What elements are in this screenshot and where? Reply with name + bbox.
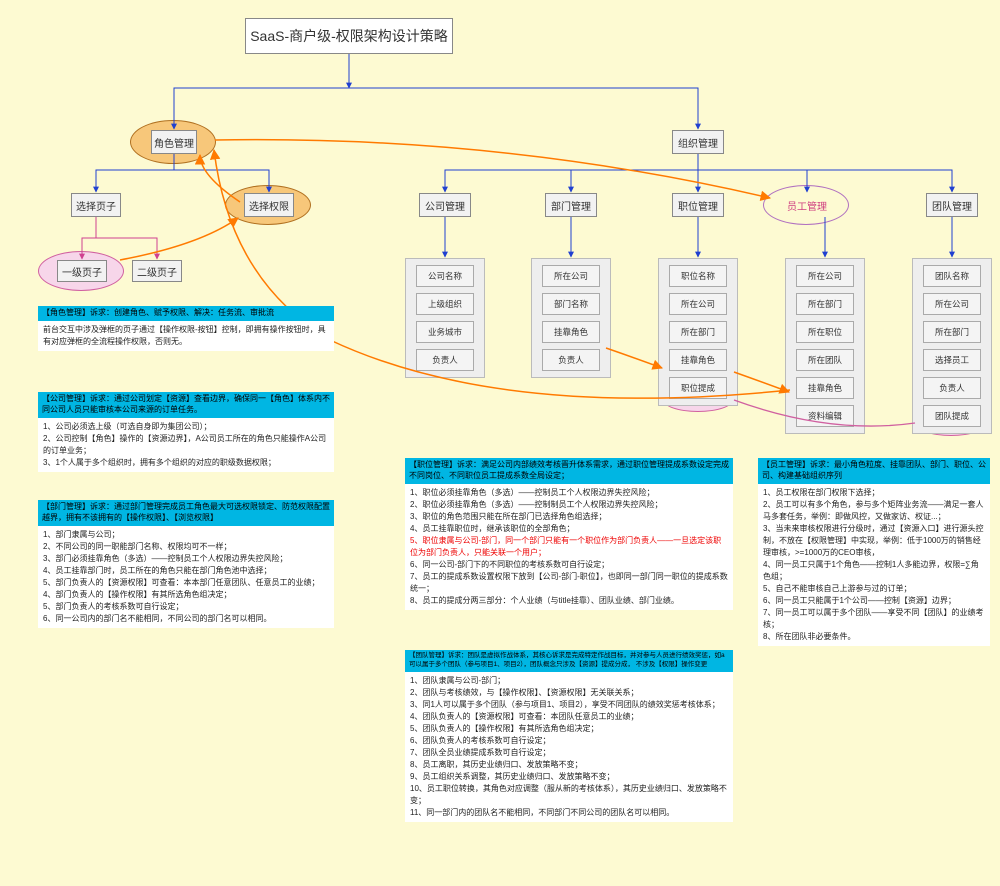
company-card: 公司名称 上级组织 业务城市 负责人 [405, 258, 485, 378]
employee-panel-hdr: 【员工管理】诉求：最小角色粒度、挂靠团队、部门、职位、公司、构建基础组织序列 [758, 458, 990, 484]
page2-label: 二级页子 [137, 264, 177, 279]
employee-card-item: 资料编辑 [796, 405, 854, 427]
role-mgmt-label: 角色管理 [154, 135, 194, 150]
dept-mgmt-label: 部门管理 [551, 198, 591, 213]
position-card: 职位名称 所在公司 所在部门 挂靠角色 职位提成 [658, 258, 738, 406]
position-card-item: 所在公司 [669, 293, 727, 315]
dept-panel-hdr: 【部门管理】诉求：通过部门管理完成员工角色最大可选权限锁定、防范权限配置越界，拥… [38, 500, 334, 526]
employee-card-item: 所在职位 [796, 321, 854, 343]
company-panel-hdr: 【公司管理】诉求：通过公司划定【资源】查看边界，确保同一【角色】体系内不同公司人… [38, 392, 334, 418]
role-panel: 【角色管理】诉求：创建角色、赋予权限、解决：任务流、审批流 前台交互中涉及弹框的… [38, 306, 334, 351]
select-perm-label: 选择权限 [249, 198, 289, 213]
dept-mgmt-box: 部门管理 [545, 193, 597, 217]
position-card-item: 所在部门 [669, 321, 727, 343]
position-card-item: 职位提成 [669, 377, 727, 399]
employee-panel: 【员工管理】诉求：最小角色粒度、挂靠团队、部门、职位、公司、构建基础组织序列 1… [758, 458, 990, 646]
employee-card: 所在公司 所在部门 所在职位 所在团队 挂靠角色 资料编辑 [785, 258, 865, 434]
employee-card-item: 所在团队 [796, 349, 854, 371]
company-mgmt-label: 公司管理 [425, 198, 465, 213]
org-mgmt-box: 组织管理 [672, 130, 724, 154]
select-page-box: 选择页子 [71, 193, 121, 217]
dept-card-item: 挂靠角色 [542, 321, 600, 343]
company-panel: 【公司管理】诉求：通过公司划定【资源】查看边界，确保同一【角色】体系内不同公司人… [38, 392, 334, 472]
dept-panel: 【部门管理】诉求：通过部门管理完成员工角色最大可选权限锁定、防范权限配置越界，拥… [38, 500, 334, 628]
dept-card-item: 所在公司 [542, 265, 600, 287]
role-panel-body: 前台交互中涉及弹框的页子通过【操作权限-按钮】控制，即拥有操作按钮时，具有对应弹… [38, 321, 334, 351]
root-box: SaaS-商户级-权限架构设计策略 [245, 18, 453, 54]
team-card-item: 负责人 [923, 377, 981, 399]
dept-card-item: 部门名称 [542, 293, 600, 315]
position-mgmt-box: 职位管理 [672, 193, 724, 217]
role-panel-hdr: 【角色管理】诉求：创建角色、赋予权限、解决：任务流、审批流 [38, 306, 334, 321]
page1-box: 一级页子 [57, 260, 107, 282]
team-panel: 【团队管理】诉求：团队是虚拟作战体系，其核心诉求是完成特定作战目标，并对参与人员… [405, 650, 733, 822]
position-card-item: 挂靠角色 [669, 349, 727, 371]
team-card-item: 所在公司 [923, 293, 981, 315]
company-card-item: 公司名称 [416, 265, 474, 287]
select-page-label: 选择页子 [76, 198, 116, 213]
dept-card: 所在公司 部门名称 挂靠角色 负责人 [531, 258, 611, 378]
dept-card-item: 负责人 [542, 349, 600, 371]
select-perm-box: 选择权限 [244, 193, 294, 217]
company-panel-body: 1、公司必须选上级（可选自身即为集团公司）；2、公司控制【角色】操作的【资源边界… [38, 418, 334, 472]
position-panel: 【职位管理】诉求：满足公司内部绩效考核晋升体系需求，通过职位管理提成系数设定完成… [405, 458, 733, 610]
team-card-item: 所在部门 [923, 321, 981, 343]
company-mgmt-box: 公司管理 [419, 193, 471, 217]
page1-label: 一级页子 [62, 264, 102, 279]
employee-mgmt-label: 员工管理 [787, 198, 827, 213]
company-card-item: 业务城市 [416, 321, 474, 343]
dept-panel-body: 1、部门隶属与公司；2、不同公司的同一职能部门名称、权限均可不一样；3、部门必须… [38, 526, 334, 628]
root-label: SaaS-商户级-权限架构设计策略 [250, 26, 448, 46]
team-panel-body: 1、团队隶属与公司-部门；2、团队与考核绩效，与【操作权限】、【资源权限】无关联… [405, 672, 733, 822]
position-panel-hdr: 【职位管理】诉求：满足公司内部绩效考核晋升体系需求，通过职位管理提成系数设定完成… [405, 458, 733, 484]
team-mgmt-label: 团队管理 [932, 198, 972, 213]
employee-card-item: 所在部门 [796, 293, 854, 315]
page2-box: 二级页子 [132, 260, 182, 282]
team-mgmt-box: 团队管理 [926, 193, 978, 217]
team-card-item: 团队提成 [923, 405, 981, 427]
org-mgmt-label: 组织管理 [678, 135, 718, 150]
team-card: 团队名称 所在公司 所在部门 选择员工 负责人 团队提成 [912, 258, 992, 434]
team-card-item: 选择员工 [923, 349, 981, 371]
position-panel-body: 1、职位必须挂靠角色（多选）——控制员工个人权限边界失控风险；2、职位必须挂靠角… [405, 484, 733, 610]
employee-panel-body: 1、员工权限在部门权限下选择；2、员工可以有多个角色，参与多个矩阵业务流——满足… [758, 484, 990, 646]
position-mgmt-label: 职位管理 [678, 198, 718, 213]
company-card-item: 负责人 [416, 349, 474, 371]
company-card-item: 上级组织 [416, 293, 474, 315]
team-panel-hdr: 【团队管理】诉求：团队是虚拟作战体系，其核心诉求是完成特定作战目标，并对参与人员… [405, 650, 733, 672]
employee-card-item: 挂靠角色 [796, 377, 854, 399]
employee-mgmt-box: 员工管理 [783, 193, 831, 217]
team-card-item: 团队名称 [923, 265, 981, 287]
position-card-item: 职位名称 [669, 265, 727, 287]
role-mgmt-box: 角色管理 [151, 130, 197, 154]
employee-card-item: 所在公司 [796, 265, 854, 287]
